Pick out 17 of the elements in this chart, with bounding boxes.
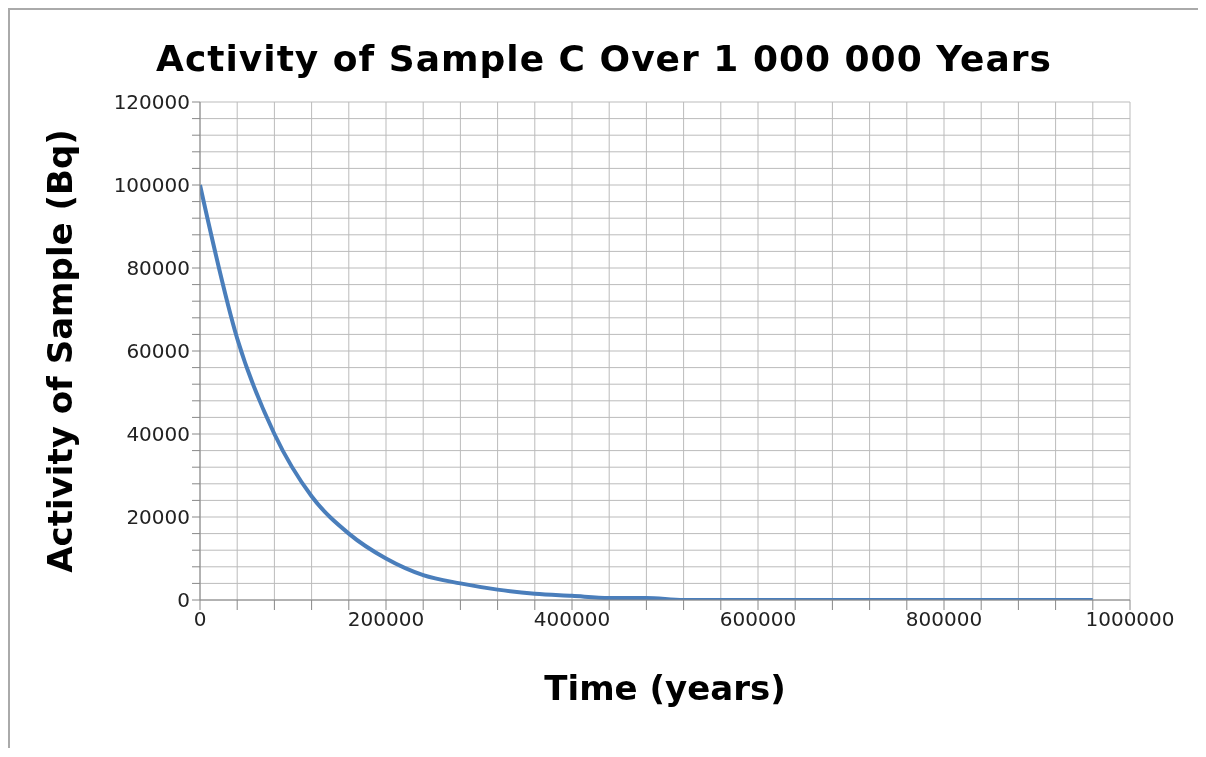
line-series — [200, 183, 1095, 600]
x-tick-label: 400000 — [533, 607, 611, 632]
x-tick-label: 1000000 — [1085, 607, 1175, 632]
y-tick-label: 80000 — [126, 256, 190, 281]
y-axis-title: Activity of Sample (Bq) — [40, 129, 81, 573]
y-tick-label: 100000 — [113, 173, 190, 198]
y-tick-label: 60000 — [126, 339, 190, 364]
x-tick-label: 0 — [193, 607, 207, 632]
x-tick-label: 800000 — [905, 607, 983, 632]
chart-title: Activity of Sample C Over 1 000 000 Years — [155, 38, 1053, 81]
y-tick-label: 40000 — [126, 422, 190, 447]
x-axis-title: Time (years) — [544, 668, 786, 708]
x-tick-label: 600000 — [719, 607, 797, 632]
y-tick-label: 0 — [177, 588, 190, 613]
x-tick-label: 200000 — [347, 607, 425, 632]
y-tick-label: 20000 — [126, 505, 190, 530]
y-tick-label: 120000 — [113, 90, 190, 115]
